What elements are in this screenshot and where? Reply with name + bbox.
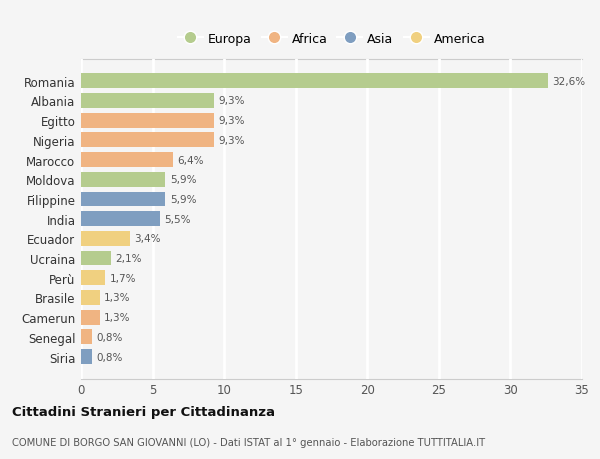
- Legend: Europa, Africa, Asia, America: Europa, Africa, Asia, America: [173, 28, 490, 50]
- Text: 1,3%: 1,3%: [104, 293, 130, 303]
- Text: 9,3%: 9,3%: [218, 116, 245, 126]
- Text: 9,3%: 9,3%: [218, 135, 245, 146]
- Bar: [81, 212, 160, 227]
- Bar: [81, 349, 92, 364]
- Text: 5,9%: 5,9%: [170, 175, 196, 185]
- Bar: [81, 251, 111, 266]
- Bar: [81, 133, 214, 148]
- Bar: [81, 74, 548, 89]
- Bar: [81, 330, 92, 345]
- Bar: [81, 173, 166, 187]
- Bar: [81, 231, 130, 246]
- Text: Cittadini Stranieri per Cittadinanza: Cittadini Stranieri per Cittadinanza: [12, 405, 275, 419]
- Text: 9,3%: 9,3%: [218, 96, 245, 106]
- Text: 6,4%: 6,4%: [177, 155, 203, 165]
- Bar: [81, 291, 100, 305]
- Bar: [81, 271, 106, 285]
- Bar: [81, 310, 100, 325]
- Text: COMUNE DI BORGO SAN GIOVANNI (LO) - Dati ISTAT al 1° gennaio - Elaborazione TUTT: COMUNE DI BORGO SAN GIOVANNI (LO) - Dati…: [12, 437, 485, 447]
- Text: 32,6%: 32,6%: [552, 77, 585, 87]
- Text: 1,3%: 1,3%: [104, 313, 130, 323]
- Text: 5,9%: 5,9%: [170, 195, 196, 205]
- Bar: [81, 153, 173, 168]
- Text: 0,8%: 0,8%: [97, 332, 123, 342]
- Text: 1,7%: 1,7%: [110, 273, 136, 283]
- Text: 2,1%: 2,1%: [115, 253, 142, 263]
- Bar: [81, 113, 214, 128]
- Text: 5,5%: 5,5%: [164, 214, 191, 224]
- Text: 3,4%: 3,4%: [134, 234, 160, 244]
- Text: 0,8%: 0,8%: [97, 352, 123, 362]
- Bar: [81, 192, 166, 207]
- Bar: [81, 94, 214, 109]
